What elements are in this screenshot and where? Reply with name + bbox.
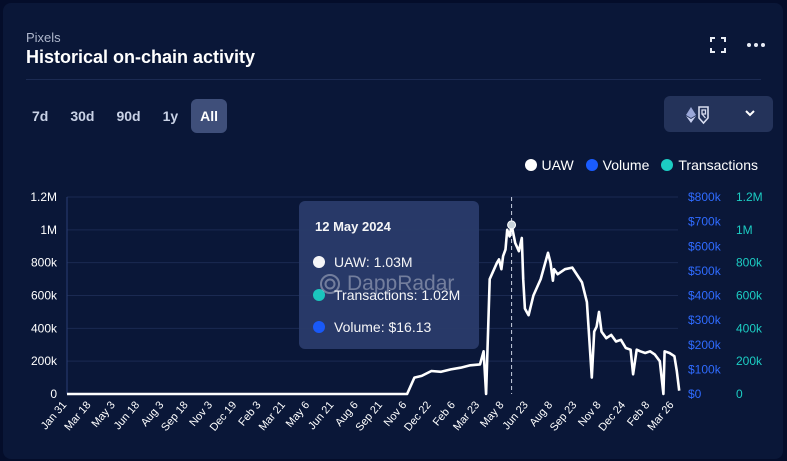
y-tick-label-volume: $400k — [688, 289, 722, 303]
y-tick-label-transactions: 600k — [736, 289, 763, 303]
y-tick-label-volume: $100k — [688, 362, 722, 376]
tooltip-uaw: UAW: 1.03M — [334, 254, 413, 270]
y-tick-label-transactions: 0 — [736, 387, 743, 401]
tooltip-volume: Volume: $16.13 — [334, 319, 432, 335]
time-range-tabs: 7d 30d 90d 1y All — [23, 99, 228, 133]
legend-dot-uaw — [524, 159, 537, 171]
y-tick-label-left: 600k — [31, 289, 58, 303]
legend-dot-volume — [585, 159, 598, 171]
ronin-icon — [698, 106, 709, 125]
y-tick-label-transactions: 400k — [736, 321, 763, 335]
chart-card: Pixels Historical on-chain activity 7d 3… — [3, 3, 783, 459]
x-tick-label: Mar 26 — [645, 399, 676, 433]
legend-label-volume: Volume — [602, 157, 650, 173]
x-tick-label: Dec 22 — [402, 399, 434, 433]
chain-selector[interactable] — [664, 96, 773, 132]
y-tick-label-left: 800k — [31, 256, 58, 270]
y-tick-label-left: 200k — [31, 354, 58, 368]
y-tick-label-volume: $700k — [688, 215, 722, 229]
y-tick-label-volume: $200k — [688, 338, 722, 352]
tooltip-row-transactions: Transactions: 1.02M — [313, 287, 460, 303]
y-tick-label-volume: $300k — [688, 313, 722, 327]
tab-30d[interactable]: 30d — [70, 108, 95, 124]
legend-label-transactions: Transactions — [678, 157, 758, 173]
ethereum-icon — [686, 107, 696, 123]
tooltip-transactions: Transactions: 1.02M — [334, 287, 461, 303]
tab-1y[interactable]: 1y — [162, 108, 179, 124]
watermark: DappRadar — [319, 272, 454, 296]
tooltip-dot-volume — [313, 321, 325, 333]
tab-90d[interactable]: 90d — [116, 108, 141, 124]
y-tick-label-transactions: 1M — [736, 223, 753, 237]
tooltip-date: 12 May 2024 — [315, 219, 391, 234]
series-line-uaw — [67, 223, 681, 396]
x-tick-label: Jun 23 — [500, 399, 530, 432]
tooltip-dot-uaw — [313, 256, 325, 268]
x-tick-label: Jun 21 — [306, 399, 336, 432]
y-tick-label-volume: $0 — [688, 387, 702, 401]
y-tick-label-volume: $600k — [688, 239, 722, 253]
x-tick-label: Mar 21 — [257, 399, 288, 433]
tooltip-row-volume: Volume: $16.13 — [313, 319, 431, 335]
x-tick-label: Dec 19 — [208, 399, 240, 433]
hover-point-uaw — [507, 220, 517, 230]
watermark-text: DappRadar — [347, 272, 455, 295]
more-horizontal-icon[interactable] — [746, 36, 768, 56]
tooltip-dot-transactions — [313, 289, 325, 301]
y-tick-label-left: 400k — [31, 321, 58, 335]
dappradar-logo-icon — [320, 274, 340, 294]
y-tick-label-transactions: 200k — [736, 354, 763, 368]
x-tick-label: Mar 23 — [451, 399, 482, 433]
chart-legend: UAW Volume Transactions — [524, 157, 758, 173]
chevron-down-icon — [745, 110, 755, 117]
legend-label-uaw: UAW — [541, 157, 574, 173]
x-tick-label: Dec 24 — [596, 399, 628, 433]
x-tick-label: Jun 18 — [112, 399, 142, 432]
legend-item-volume[interactable]: Volume — [585, 157, 650, 173]
y-tick-label-volume: $800k — [688, 190, 722, 204]
header-divider — [26, 79, 761, 80]
x-tick-label: Mar 18 — [62, 399, 93, 433]
y-tick-label-left: 1.2M — [30, 190, 57, 204]
tab-7d[interactable]: 7d — [32, 108, 49, 124]
chart-tooltip: 12 May 2024 UAW: 1.03M Transactions: 1.0… — [299, 201, 479, 349]
y-tick-label-volume: $500k — [688, 264, 722, 278]
y-tick-label-left: 1M — [40, 223, 57, 237]
legend-item-uaw[interactable]: UAW — [524, 157, 574, 173]
x-tick-label: Sep 23 — [548, 399, 580, 433]
x-tick-label: Sep 18 — [159, 399, 191, 433]
chart-title: Historical on-chain activity — [26, 47, 256, 67]
y-tick-label-transactions: 1.2M — [736, 190, 763, 204]
y-tick-label-left: 0 — [50, 387, 57, 401]
dapp-name: Pixels — [26, 30, 61, 45]
x-tick-label: Sep 21 — [354, 399, 386, 433]
legend-dot-transactions — [661, 159, 674, 171]
expand-icon[interactable] — [709, 36, 731, 56]
tab-all[interactable]: All — [191, 99, 228, 133]
legend-item-transactions[interactable]: Transactions — [661, 157, 758, 173]
tooltip-row-uaw: UAW: 1.03M — [313, 254, 413, 270]
y-tick-label-transactions: 800k — [736, 256, 763, 270]
